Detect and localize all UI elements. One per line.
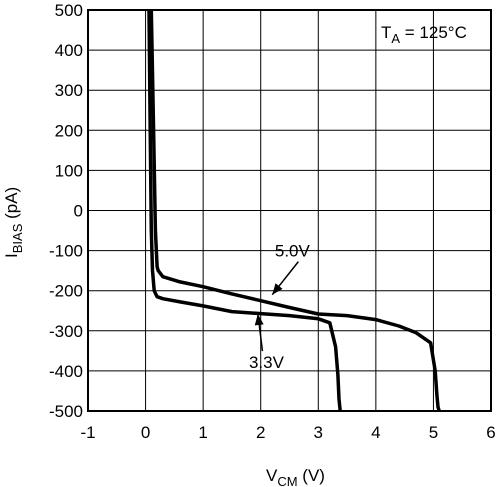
x-axis-title-text: VCM (V): [266, 466, 325, 487]
condition-label: TA = 125°C: [381, 23, 467, 46]
x-tick-label: 3: [314, 423, 323, 442]
annotation-arrowhead: [272, 283, 283, 295]
y-axis-title-text: IBIAS (pA): [2, 187, 25, 258]
annotations: 5.0V 3.3V: [249, 242, 311, 372]
y-tick-label: 100: [55, 161, 83, 180]
y-tick-label: -400: [49, 362, 83, 381]
y-tick-label: -200: [49, 282, 83, 301]
y-tick-label: 0: [74, 202, 83, 221]
x-tick-label: 4: [371, 423, 380, 442]
x-tick-label: 1: [198, 423, 207, 442]
x-tick-label: 5: [429, 423, 438, 442]
annotation-label: 5.0V: [275, 242, 311, 261]
series-line-3-3V: [147, 9, 342, 412]
y-tick-label: 400: [55, 41, 83, 60]
y-axis-title: IBIAS (pA): [2, 187, 25, 258]
x-tick-label: 6: [486, 423, 495, 442]
y-tick-label: 300: [55, 81, 83, 100]
plot-frame: [87, 9, 492, 412]
annotation-arrowhead: [254, 313, 264, 326]
x-tick-label: 2: [256, 423, 265, 442]
x-tick-label: 0: [141, 423, 150, 442]
tick-labels: -1 0 1 2 3 4 5 6 500 400 300 200 100 0 -100 -200 -300 -40…: [49, 1, 496, 442]
y-tick-label: 200: [55, 121, 83, 140]
y-tick-label: -500: [49, 402, 83, 421]
y-tick-label: 500: [55, 1, 83, 20]
series-line-5-0V: [149, 9, 441, 412]
annotation-label: 3.3V: [249, 353, 285, 372]
x-tick-label: -1: [80, 423, 95, 442]
series-layer: [147, 9, 441, 412]
y-tick-label: -300: [49, 322, 83, 341]
y-tick-label: -100: [49, 242, 83, 261]
condition-text: TA = 125°C: [381, 23, 467, 46]
x-axis-title: VCM (V): [266, 466, 325, 487]
